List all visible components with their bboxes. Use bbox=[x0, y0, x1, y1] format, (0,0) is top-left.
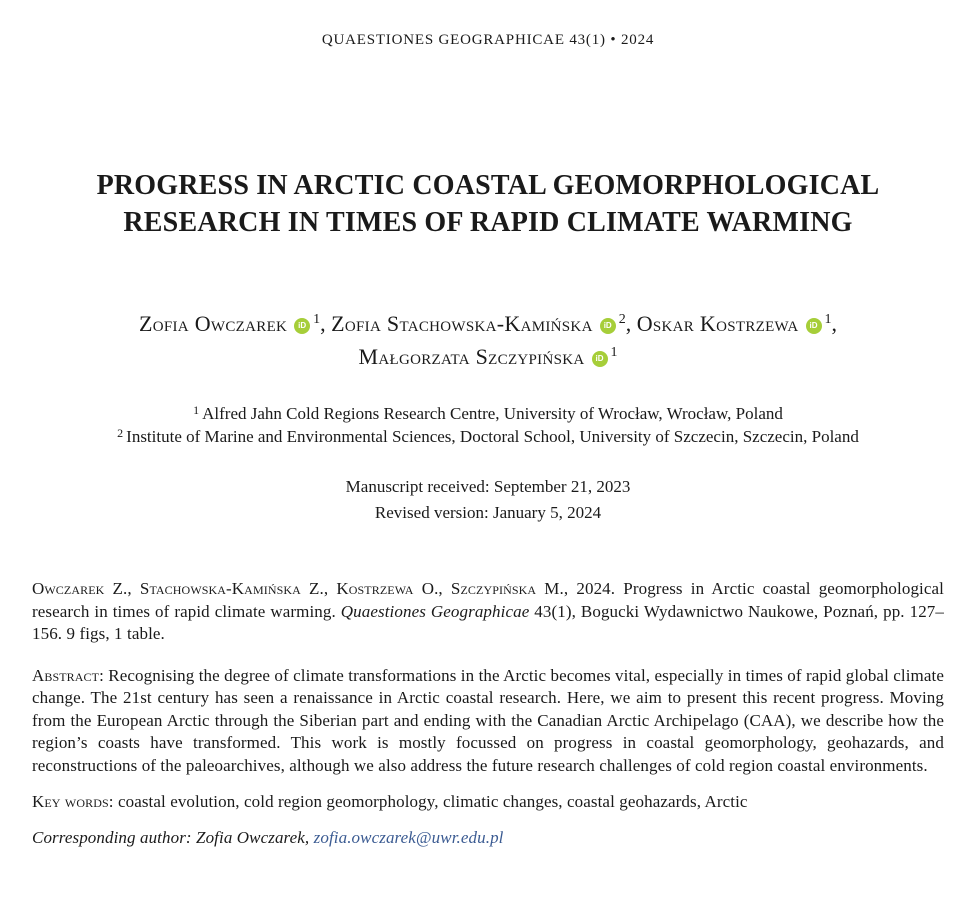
affiliation-text: Institute of Marine and Environmental Sc… bbox=[126, 427, 859, 446]
citation-journal-name: Quaestiones Geographicae bbox=[340, 601, 530, 621]
affiliation-1: 1 Alfred Jahn Cold Regions Research Centr… bbox=[0, 402, 976, 425]
author-name: Zofia Stachowska-Kamińska bbox=[331, 311, 593, 336]
citation-authors: Owczarek Z., Stachowska-Kamińska Z., Kos… bbox=[32, 579, 569, 598]
date-received: Manuscript received: September 21, 2023 bbox=[345, 477, 631, 496]
orcid-icon[interactable]: iD bbox=[599, 318, 616, 334]
affiliation-text: Alfred Jahn Cold Regions Research Centre… bbox=[202, 404, 783, 423]
citation-text-rest: 43(1), Bogucki Wydawnictwo Naukowe, Pozn… bbox=[32, 601, 944, 644]
journal-header: QUAESTIONES GEOGRAPHICAE 43(1) • 2024 bbox=[321, 32, 655, 48]
affiliation-marker: 2 bbox=[117, 426, 124, 440]
affiliation-list: 1 Alfred Jahn Cold Regions Research Centr… bbox=[0, 402, 976, 448]
manuscript-dates: Manuscript received: September 21, 2023 … bbox=[0, 476, 976, 523]
citation-text: 2024. Progress in Arctic coastal geomorp… bbox=[32, 579, 944, 621]
author-name: Oskar Kostrzewa bbox=[636, 311, 799, 336]
keywords-label: Key words: bbox=[32, 792, 114, 811]
front-matter: Owczarek Z., Stachowska-Kamińska Z., Kos… bbox=[32, 578, 944, 849]
affiliation-marker: 1 bbox=[193, 403, 200, 417]
date-revised: Revised version: January 5, 2024 bbox=[374, 503, 602, 522]
affiliation-2: 2 Institute of Marine and Environmental S… bbox=[0, 425, 976, 448]
author-affiliation-sup: 1 bbox=[610, 345, 618, 360]
author: Oskar Kostrzewa iD 1, bbox=[637, 311, 837, 336]
citation-paragraph: Owczarek Z., Stachowska-Kamińska Z., Kos… bbox=[32, 578, 944, 646]
orcid-icon[interactable]: iD bbox=[805, 318, 822, 334]
abstract-paragraph: Abstract: Recognising the degree of clim… bbox=[32, 665, 944, 778]
author: Zofia Stachowska-Kamińska iD 2, bbox=[331, 311, 631, 336]
author-affiliation-sup: 1 bbox=[824, 312, 832, 327]
author-separator: , bbox=[831, 311, 838, 336]
abstract-text: Recognising the degree of climate transf… bbox=[32, 665, 944, 775]
author: Zofia Owczarek iD 1, bbox=[139, 311, 326, 336]
author-list: Zofia Owczarek iD 1, Zofia Stachowska-Kami… bbox=[0, 307, 976, 373]
author-name: Zofia Owczarek bbox=[138, 311, 288, 336]
orcid-icon[interactable]: iD bbox=[591, 351, 608, 367]
corresponding-label: Corresponding author: Zofia Owczarek, bbox=[32, 827, 314, 847]
author-separator: , bbox=[625, 311, 632, 336]
author-affiliation-sup: 2 bbox=[618, 312, 626, 327]
corresponding-email-link[interactable]: zofia.owczarek@uwr.edu.pl bbox=[313, 827, 504, 847]
title-line-2: RESEARCH IN TIMES OF RAPID CLIMATE WARMI… bbox=[123, 207, 853, 238]
author: Małgorzata Szczypińska iD 1 bbox=[358, 344, 617, 369]
keywords-paragraph: Key words: coastal evolution, cold regio… bbox=[32, 791, 944, 814]
paper-title: PROGRESS IN ARCTIC COASTAL GEOMORPHOLOGI… bbox=[40, 167, 936, 241]
author-separator: , bbox=[320, 311, 326, 336]
corresponding-author-line: Corresponding author: Zofia Owczarek, zo… bbox=[32, 827, 944, 850]
author-name: Małgorzata Szczypińska bbox=[358, 344, 585, 369]
abstract-label: Abstract: bbox=[32, 665, 104, 685]
keywords-text: coastal evolution, cold region geomorpho… bbox=[113, 792, 748, 811]
title-line-1: PROGRESS IN ARCTIC COASTAL GEOMORPHOLOGI… bbox=[96, 170, 880, 201]
orcid-icon[interactable]: iD bbox=[294, 318, 311, 334]
author-affiliation-sup: 1 bbox=[313, 312, 321, 327]
